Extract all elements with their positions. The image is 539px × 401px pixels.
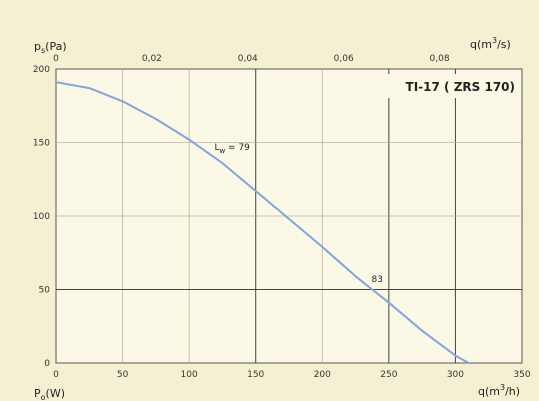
y-tick-label: 100 — [33, 212, 50, 222]
x2-tick-label: 0 — [53, 54, 59, 64]
x-tick-label: 50 — [117, 370, 129, 380]
x2-tick-label: 0,08 — [430, 54, 450, 64]
x-tick-label: 150 — [247, 370, 264, 380]
series-line — [55, 81, 470, 364]
x2-tick-label: 0,04 — [238, 54, 258, 64]
chart-title: TI-17 ( ZRS 170) — [406, 80, 515, 94]
grid — [56, 69, 522, 363]
x2-tick-label: 0,02 — [142, 54, 162, 64]
y-tick-label: 200 — [33, 65, 50, 75]
x2-axis-label: q(m3/s) — [470, 36, 511, 51]
y-tick-label: 0 — [44, 359, 50, 369]
y-tick-label: 150 — [33, 139, 50, 149]
x-tick-label: 0 — [53, 370, 59, 380]
y-tick-label: 50 — [39, 286, 51, 296]
x-axis-label: q(m3/h) — [478, 383, 520, 398]
x-tick-label: 300 — [447, 370, 464, 380]
title-box — [383, 74, 517, 98]
annotation-label: Lw = 79 — [214, 143, 250, 155]
annotation-label: 83 — [372, 275, 383, 285]
x-tick-label: 250 — [380, 370, 397, 380]
x-tick-label: 200 — [314, 370, 331, 380]
curve-layer — [55, 81, 470, 364]
power-axis-label: Po(W) — [34, 387, 65, 401]
x2-tick-label: 0,06 — [334, 54, 354, 64]
x-tick-label: 350 — [513, 370, 530, 380]
y-axis-label: ps(Pa) — [34, 40, 67, 55]
x-tick-label: 100 — [181, 370, 198, 380]
